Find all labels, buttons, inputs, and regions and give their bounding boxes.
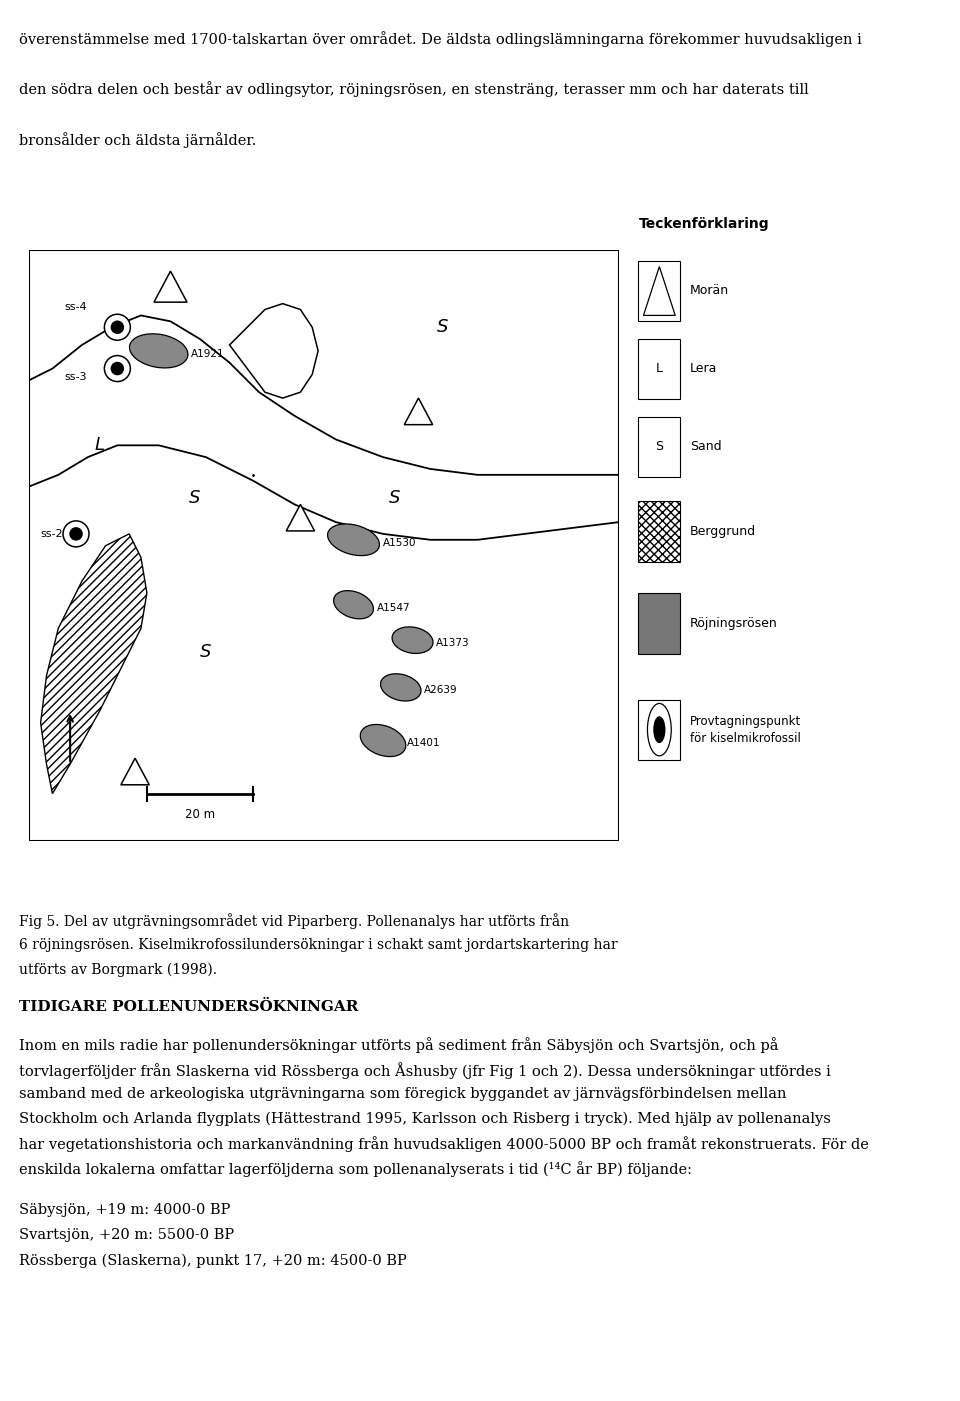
Text: ss-4: ss-4 <box>64 301 86 311</box>
Text: A2639: A2639 <box>424 685 458 695</box>
Text: A1373: A1373 <box>436 637 469 649</box>
Bar <box>638 416 681 476</box>
Text: S: S <box>656 440 663 453</box>
Circle shape <box>647 703 671 755</box>
Text: Morän: Morän <box>690 284 729 297</box>
Text: Teckenförklaring: Teckenförklaring <box>638 217 769 231</box>
Text: Säbysjön, +19 m: 4000-0 BP: Säbysjön, +19 m: 4000-0 BP <box>19 1203 230 1217</box>
Polygon shape <box>286 504 315 531</box>
Text: 6 röjningsrösen. Kiselmikrofossilundersökningar i schakt samt jordartskartering : 6 röjningsrösen. Kiselmikrofossilundersö… <box>19 939 618 951</box>
Text: har vegetationshistoria och markanvändning från huvudsakligen 4000-5000 BP och f: har vegetationshistoria och markanvändni… <box>19 1136 869 1153</box>
Bar <box>638 699 681 759</box>
Text: bronsålder och äldsta järnålder.: bronsålder och äldsta järnålder. <box>19 132 256 147</box>
Circle shape <box>653 716 665 743</box>
Text: L: L <box>656 363 662 375</box>
Circle shape <box>110 321 124 333</box>
Text: utförts av Borgmark (1998).: utförts av Borgmark (1998). <box>19 962 217 976</box>
Polygon shape <box>154 272 187 303</box>
Text: överenstämmelse med 1700-talskartan över området. De äldsta odlingslämningarna f: överenstämmelse med 1700-talskartan över… <box>19 31 862 46</box>
Text: TIDIGARE POLLENUNDERSÖKNINGAR: TIDIGARE POLLENUNDERSÖKNINGAR <box>19 1000 359 1014</box>
Text: A1547: A1547 <box>377 602 411 612</box>
Ellipse shape <box>360 724 406 757</box>
Bar <box>638 594 681 654</box>
Text: Röjningsrösen: Röjningsrösen <box>690 616 778 630</box>
Text: ss-3: ss-3 <box>64 373 86 382</box>
Text: enskilda lokalerna omfattar lagerföljderna som pollenanalyserats i tid (¹⁴C år B: enskilda lokalerna omfattar lagerföljder… <box>19 1161 692 1177</box>
Polygon shape <box>40 534 147 793</box>
Text: S: S <box>437 318 447 336</box>
Text: torvlagerföljder från Slaskerna vid Rössberga och Åshusby (jfr Fig 1 och 2). Des: torvlagerföljder från Slaskerna vid Röss… <box>19 1062 831 1079</box>
Ellipse shape <box>392 626 433 653</box>
Text: samband med de arkeologiska utgrävningarna som föregick byggandet av järnvägsför: samband med de arkeologiska utgrävningar… <box>19 1087 786 1101</box>
Text: Berggrund: Berggrund <box>690 525 756 538</box>
Polygon shape <box>121 758 149 785</box>
Text: Sand: Sand <box>690 440 722 453</box>
Text: A1401: A1401 <box>407 738 440 748</box>
Bar <box>638 502 681 562</box>
Bar <box>638 339 681 399</box>
Polygon shape <box>229 304 318 398</box>
Ellipse shape <box>327 524 379 556</box>
Text: S: S <box>188 489 200 507</box>
Bar <box>638 261 681 321</box>
Text: Svartsjön, +20 m: 5500-0 BP: Svartsjön, +20 m: 5500-0 BP <box>19 1229 234 1243</box>
Text: ss-2: ss-2 <box>40 530 63 539</box>
Circle shape <box>69 527 83 541</box>
Text: Inom en mils radie har pollenundersökningar utförts på sediment från Säbysjön oc: Inom en mils radie har pollenundersöknin… <box>19 1037 779 1052</box>
Ellipse shape <box>130 333 188 368</box>
Text: den södra delen och består av odlingsytor, röjningsrösen, en stensträng, terasse: den södra delen och består av odlingsyto… <box>19 81 809 97</box>
Ellipse shape <box>380 674 421 700</box>
Circle shape <box>105 314 131 340</box>
Text: Provtagningspunkt
för kiselmikrofossil: Provtagningspunkt för kiselmikrofossil <box>690 715 802 745</box>
Polygon shape <box>404 398 433 425</box>
Text: Fig 5. Del av utgrävningsområdet vid Piparberg. Pollenanalys har utförts från: Fig 5. Del av utgrävningsområdet vid Pip… <box>19 913 569 929</box>
Text: A1530: A1530 <box>383 538 417 548</box>
Polygon shape <box>643 266 675 315</box>
Text: S: S <box>201 643 211 661</box>
Circle shape <box>110 361 124 375</box>
Text: 20 m: 20 m <box>185 808 215 821</box>
Ellipse shape <box>334 591 373 619</box>
Text: L: L <box>95 436 105 454</box>
Text: Rössberga (Slaskerna), punkt 17, +20 m: 4500-0 BP: Rössberga (Slaskerna), punkt 17, +20 m: … <box>19 1254 407 1268</box>
Circle shape <box>105 356 131 381</box>
Text: Stockholm och Arlanda flygplats (Hättestrand 1995, Karlsson och Risberg i tryck): Stockholm och Arlanda flygplats (Hättest… <box>19 1111 831 1126</box>
Text: Lera: Lera <box>690 363 717 375</box>
Text: S: S <box>389 489 400 507</box>
Text: A1921: A1921 <box>191 349 225 359</box>
Circle shape <box>63 521 89 546</box>
